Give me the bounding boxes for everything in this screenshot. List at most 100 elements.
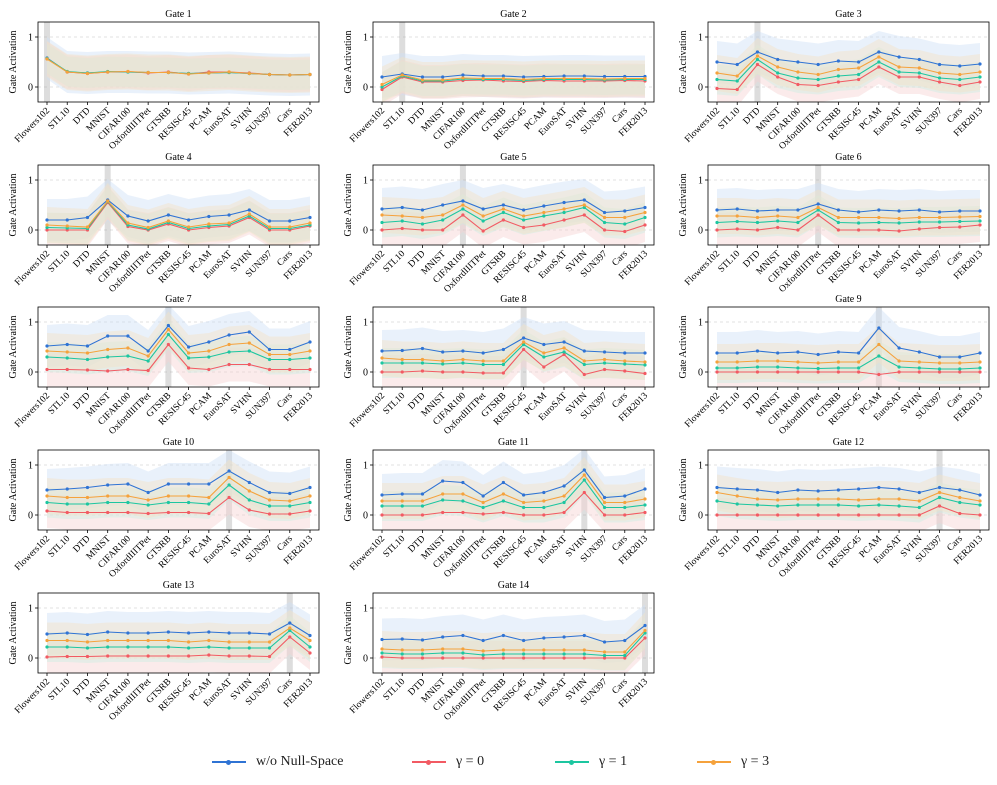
band-g3 bbox=[717, 474, 980, 519]
point-g1 bbox=[623, 362, 627, 366]
point-wo bbox=[146, 490, 150, 495]
point-g1 bbox=[522, 505, 526, 510]
point-g0 bbox=[897, 370, 901, 374]
point-g3 bbox=[420, 357, 425, 362]
point-g1 bbox=[776, 219, 780, 223]
point-g1 bbox=[978, 366, 982, 370]
point-wo bbox=[85, 344, 90, 348]
series-line-g1 bbox=[381, 206, 646, 225]
band-wo bbox=[717, 466, 980, 516]
point-g0 bbox=[501, 510, 505, 515]
point-g3 bbox=[441, 213, 445, 217]
series-line-g3 bbox=[716, 55, 981, 77]
point-g1 bbox=[461, 207, 465, 211]
point-g0 bbox=[796, 82, 800, 87]
point-g0 bbox=[602, 513, 607, 517]
point-g1 bbox=[978, 75, 982, 79]
point-g0 bbox=[420, 369, 425, 373]
panel-title: Gate 1 bbox=[165, 9, 191, 20]
point-g0 bbox=[735, 227, 739, 231]
point-g3 bbox=[65, 350, 69, 354]
band-wo bbox=[47, 179, 310, 242]
point-g1 bbox=[420, 652, 425, 656]
series-line-wo bbox=[381, 199, 646, 214]
point-g1 bbox=[288, 357, 292, 362]
point-wo bbox=[602, 640, 607, 644]
point-g1 bbox=[857, 366, 861, 370]
point-g1 bbox=[816, 208, 820, 212]
point-g3 bbox=[308, 638, 312, 643]
point-g1 bbox=[187, 646, 191, 650]
point-wo bbox=[958, 355, 962, 359]
point-wo bbox=[85, 485, 90, 490]
point-g3 bbox=[816, 205, 820, 210]
point-g1 bbox=[461, 361, 465, 365]
series-line-g0 bbox=[46, 636, 311, 658]
band-wo bbox=[47, 602, 310, 657]
point-wo bbox=[562, 635, 566, 639]
legend-label-g1: γ = 1 bbox=[599, 754, 628, 769]
point-g3 bbox=[126, 638, 130, 643]
point-g0 bbox=[877, 228, 881, 232]
point-wo bbox=[735, 351, 739, 355]
point-g3 bbox=[623, 500, 627, 505]
point-g3 bbox=[937, 490, 942, 495]
point-g3 bbox=[85, 225, 90, 229]
point-wo bbox=[106, 630, 110, 634]
point-g3 bbox=[562, 494, 566, 498]
point-g0 bbox=[917, 513, 921, 517]
point-g0 bbox=[816, 513, 820, 517]
point-g3 bbox=[501, 207, 505, 211]
series-line-g1 bbox=[46, 484, 311, 507]
point-g1 bbox=[542, 652, 546, 656]
point-g1 bbox=[166, 500, 170, 505]
point-g0 bbox=[45, 228, 49, 232]
point-g3 bbox=[776, 65, 780, 69]
y-tick-label: 1 bbox=[698, 318, 703, 329]
highlight-band bbox=[754, 22, 761, 102]
point-g3 bbox=[522, 500, 526, 505]
point-g0 bbox=[166, 342, 170, 347]
point-g3 bbox=[978, 360, 982, 364]
point-g0 bbox=[816, 213, 820, 217]
y-tick-label: 1 bbox=[363, 176, 368, 187]
axes-frame bbox=[37, 306, 320, 388]
point-g0 bbox=[166, 510, 170, 515]
point-wo bbox=[420, 75, 425, 79]
point-wo bbox=[542, 204, 546, 208]
band-g0 bbox=[382, 621, 645, 673]
band-g0 bbox=[47, 480, 310, 530]
point-g1 bbox=[85, 502, 90, 506]
point-g0 bbox=[796, 370, 800, 374]
point-g3 bbox=[420, 215, 425, 220]
point-wo bbox=[877, 50, 881, 54]
point-wo bbox=[126, 334, 130, 338]
point-wo bbox=[461, 73, 465, 77]
point-g0 bbox=[542, 223, 546, 227]
point-g1 bbox=[400, 652, 404, 656]
point-wo bbox=[816, 352, 820, 357]
point-g1 bbox=[897, 504, 901, 508]
legend-label-g0: γ = 0 bbox=[456, 754, 485, 769]
y-tick-label: 1 bbox=[28, 176, 33, 187]
point-g3 bbox=[623, 650, 627, 654]
point-g0 bbox=[857, 77, 861, 82]
point-g3 bbox=[582, 648, 586, 652]
point-g3 bbox=[776, 359, 780, 363]
point-g0 bbox=[227, 495, 231, 500]
series-line-g3 bbox=[46, 200, 311, 229]
point-g3 bbox=[602, 77, 607, 81]
y-tick-label: 0 bbox=[698, 226, 703, 237]
point-wo bbox=[227, 469, 231, 473]
point-g3 bbox=[755, 359, 760, 363]
point-g3 bbox=[45, 494, 49, 498]
point-g3 bbox=[501, 648, 505, 652]
point-g1 bbox=[106, 355, 110, 359]
point-wo bbox=[735, 62, 739, 67]
point-g3 bbox=[958, 215, 962, 219]
axes-frame bbox=[707, 164, 990, 246]
point-wo bbox=[522, 638, 526, 643]
